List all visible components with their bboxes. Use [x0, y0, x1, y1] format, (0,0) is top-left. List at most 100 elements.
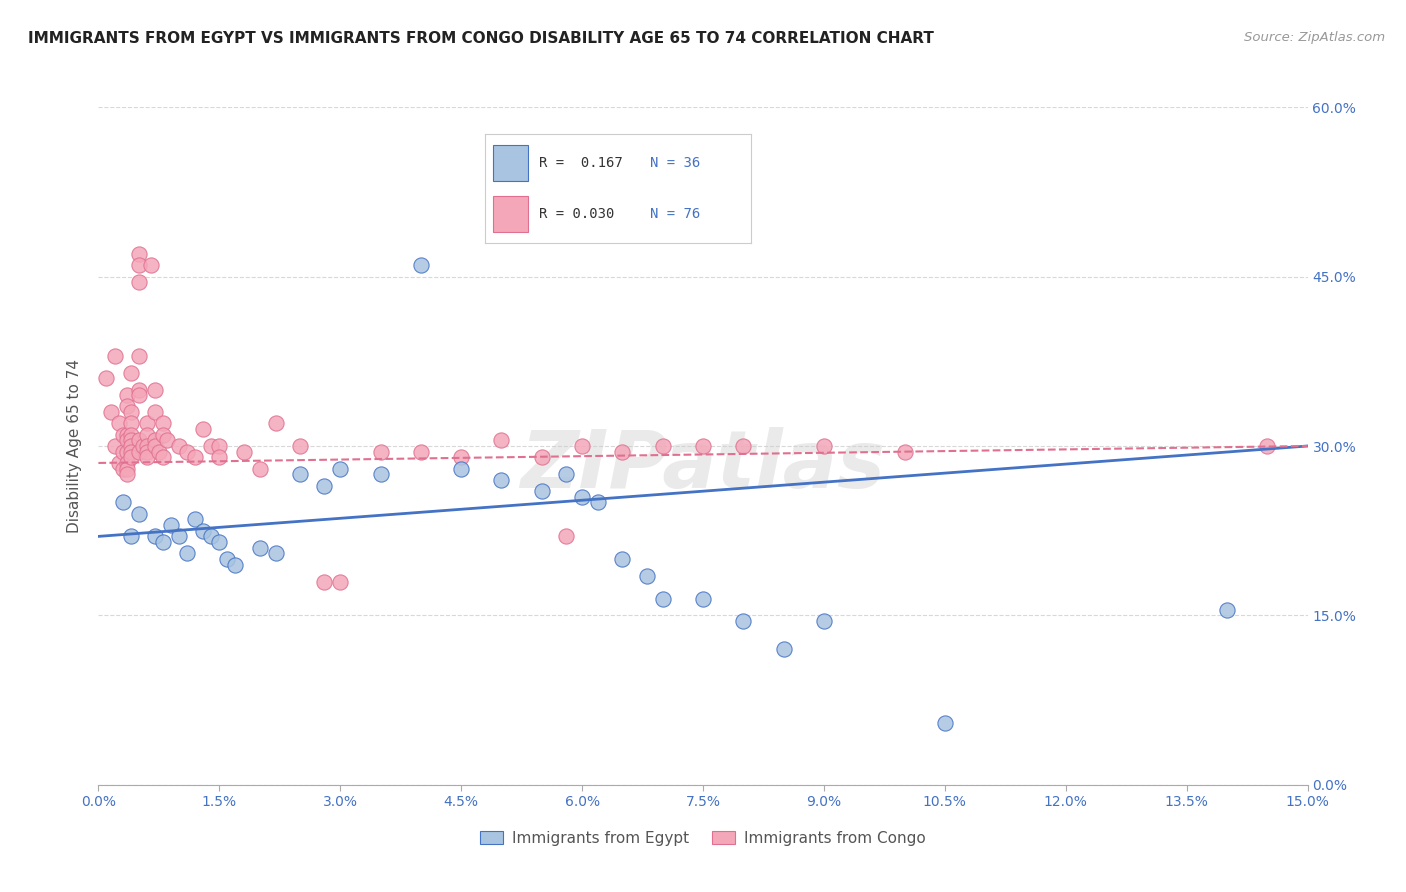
Point: [115, 434, 138, 448]
Point: [111, 444, 134, 458]
Point: [143, 529, 166, 543]
Text: Source: ZipAtlas.com: Source: ZipAtlas.com: [1244, 31, 1385, 45]
Point: [200, 529, 222, 543]
Point: [152, 450, 174, 465]
Point: [184, 450, 207, 465]
Point: [184, 512, 207, 526]
Point: [103, 439, 125, 453]
Legend: Immigrants from Egypt, Immigrants from Congo: Immigrants from Egypt, Immigrants from C…: [474, 824, 932, 852]
Point: [208, 450, 231, 465]
Point: [176, 546, 198, 560]
Point: [115, 400, 138, 414]
Point: [1216, 603, 1239, 617]
Point: [120, 366, 142, 380]
Point: [128, 434, 150, 448]
Point: [329, 461, 352, 475]
Point: [612, 552, 634, 566]
Point: [329, 574, 352, 589]
Point: [491, 473, 513, 487]
Point: [120, 417, 142, 431]
Point: [314, 478, 336, 492]
Point: [132, 439, 155, 453]
Point: [120, 444, 142, 458]
Point: [208, 439, 231, 453]
Point: [156, 434, 179, 448]
Point: [115, 444, 138, 458]
Point: [152, 427, 174, 442]
Point: [813, 439, 835, 453]
Point: [491, 434, 513, 448]
Point: [115, 461, 138, 475]
Point: [103, 349, 125, 363]
Point: [111, 495, 134, 509]
Point: [115, 427, 138, 442]
Point: [651, 591, 673, 606]
Point: [120, 405, 142, 419]
Point: [100, 405, 122, 419]
Point: [249, 461, 271, 475]
Point: [217, 552, 239, 566]
Point: [120, 529, 142, 543]
Point: [249, 541, 271, 555]
Point: [232, 444, 254, 458]
Point: [143, 439, 166, 453]
Point: [450, 461, 472, 475]
Point: [128, 258, 150, 272]
Point: [200, 439, 222, 453]
Point: [733, 614, 755, 628]
Point: [148, 444, 170, 458]
Text: ZIPatlas: ZIPatlas: [520, 427, 886, 506]
Point: [772, 642, 794, 657]
Point: [152, 417, 174, 431]
Point: [893, 444, 915, 458]
Point: [193, 524, 215, 538]
Point: [135, 427, 157, 442]
Point: [571, 439, 593, 453]
Point: [176, 444, 198, 458]
Point: [139, 258, 162, 272]
Point: [96, 371, 118, 385]
Point: [370, 467, 392, 482]
Point: [115, 467, 138, 482]
Point: [934, 715, 956, 730]
Point: [409, 444, 432, 458]
Point: [555, 467, 578, 482]
Point: [314, 574, 336, 589]
Point: [120, 439, 142, 453]
Point: [636, 569, 658, 583]
Point: [115, 456, 138, 470]
Point: [264, 417, 287, 431]
Point: [107, 417, 129, 431]
Point: [288, 467, 311, 482]
Point: [128, 275, 150, 289]
Point: [370, 444, 392, 458]
Point: [733, 439, 755, 453]
Point: [143, 434, 166, 448]
Point: [120, 450, 142, 465]
Point: [135, 417, 157, 431]
Point: [409, 258, 432, 272]
Point: [193, 422, 215, 436]
Point: [128, 247, 150, 261]
Point: [128, 388, 150, 402]
Point: [167, 529, 190, 543]
Point: [450, 450, 472, 465]
Point: [143, 383, 166, 397]
Point: [224, 558, 246, 572]
Point: [1256, 439, 1278, 453]
Point: [555, 529, 578, 543]
Point: [128, 383, 150, 397]
Point: [612, 444, 634, 458]
Point: [651, 439, 673, 453]
Point: [530, 450, 553, 465]
Point: [152, 535, 174, 549]
Point: [135, 444, 157, 458]
Point: [120, 434, 142, 448]
Point: [288, 439, 311, 453]
Point: [111, 427, 134, 442]
Point: [107, 456, 129, 470]
Point: [813, 614, 835, 628]
Point: [135, 450, 157, 465]
Point: [692, 439, 714, 453]
Point: [120, 427, 142, 442]
